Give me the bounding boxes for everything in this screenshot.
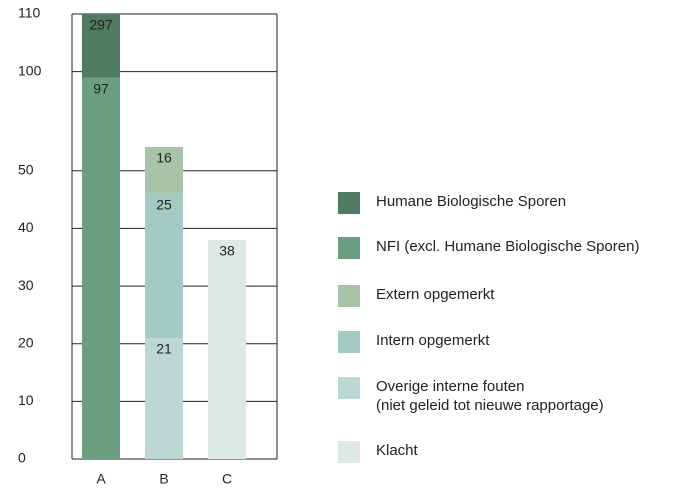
bar-segment — [145, 146, 183, 194]
legend-label: Intern opgemerkt — [376, 332, 490, 349]
x-tick-label: B — [159, 471, 168, 487]
legend-swatch — [338, 377, 360, 399]
value-label: 297 — [89, 17, 113, 33]
value-label: 38 — [219, 243, 235, 259]
legend-label: NFI (excl. Humane Biologische Sporen) — [376, 238, 640, 255]
y-tick-label: 100 — [18, 62, 42, 78]
bar-segment — [82, 14, 120, 78]
legend-swatch — [338, 441, 360, 463]
legend-label: Humane Biologische Sporen — [376, 193, 567, 210]
y-tick-label: 10 — [18, 392, 34, 408]
legend-swatch — [338, 192, 360, 214]
y-tick-label: 110 — [18, 5, 41, 21]
y-tick-label: 0 — [18, 450, 26, 466]
legend-label: Klacht — [376, 442, 418, 459]
bar-segment — [82, 77, 120, 459]
legend-label: Extern opgemerkt — [376, 286, 495, 303]
legend-swatch — [338, 237, 360, 259]
value-label: 21 — [156, 341, 172, 357]
legend-swatch — [338, 285, 360, 307]
bars — [82, 14, 246, 459]
y-tick-label: 50 — [18, 161, 34, 177]
bar-segment — [145, 337, 183, 459]
legend-label: Overige interne fouten (niet geleid tot … — [376, 378, 604, 414]
bar-segment — [145, 193, 183, 338]
legend-item: NFI (excl. Humane Biologische Sporen) — [338, 237, 639, 259]
bar-segment — [208, 239, 246, 459]
y-tick-label: 30 — [18, 277, 34, 293]
legend-item: Extern opgemerkt — [338, 285, 494, 307]
value-label: 97 — [93, 80, 109, 96]
x-tick-label: A — [96, 471, 106, 487]
x-tick-label: C — [222, 471, 232, 487]
legend-item: Humane Biologische Sporen — [338, 192, 566, 214]
legend-item: Klacht — [338, 441, 418, 463]
legend-swatch — [338, 331, 360, 353]
value-label: 25 — [156, 197, 172, 213]
y-tick-label: 40 — [18, 219, 34, 235]
legend-item: Overige interne fouten (niet geleid tot … — [338, 377, 604, 415]
legend-item: Intern opgemerkt — [338, 331, 489, 353]
value-label: 16 — [156, 150, 172, 166]
y-tick-label: 20 — [18, 334, 34, 350]
